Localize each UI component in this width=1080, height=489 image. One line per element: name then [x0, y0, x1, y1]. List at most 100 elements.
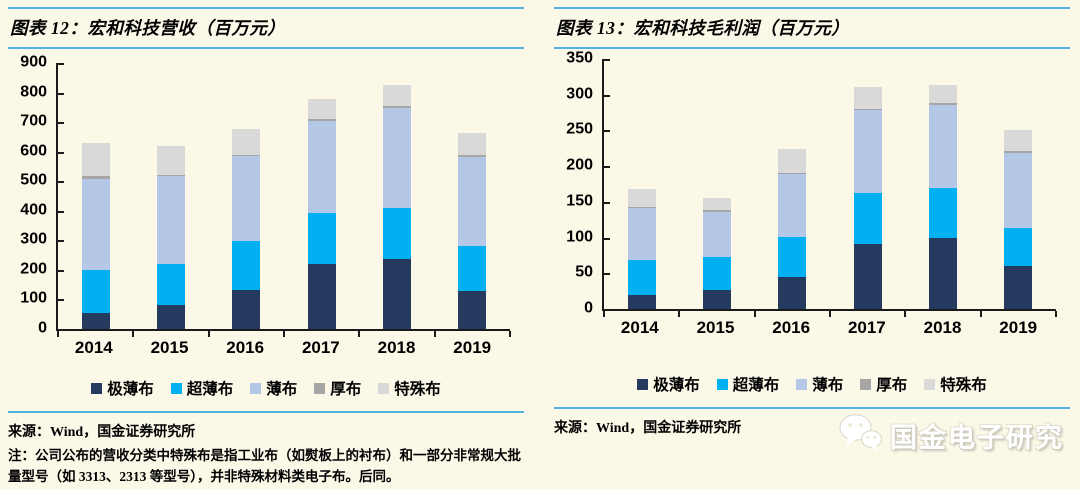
bar-segment-特殊布 — [458, 133, 487, 155]
y-tick-mark — [58, 92, 64, 95]
wechat-icon — [838, 413, 884, 458]
x-tick-mark — [979, 311, 982, 317]
wechat-brand-watermark: 国金电子研究 — [838, 413, 1070, 458]
bar-segment-极薄布 — [778, 276, 807, 309]
legend-label: 特殊布 — [394, 381, 441, 398]
bar-slots — [58, 63, 510, 329]
footer-divider — [554, 407, 1070, 409]
legend-item-极薄布: 极薄布 — [637, 373, 700, 395]
bar-slot — [604, 59, 679, 309]
y-tick-label: 350 — [566, 49, 593, 67]
legend-label: 特殊布 — [940, 377, 987, 394]
bar-segment-厚布 — [81, 175, 110, 179]
bar-segment-厚布 — [156, 174, 185, 177]
bar-slot — [981, 59, 1056, 309]
legend-swatch — [170, 382, 182, 394]
y-tick-mark — [604, 166, 610, 169]
y-tick-label: 100 — [20, 290, 47, 308]
bar-segment-极薄布 — [853, 244, 882, 309]
x-tick-label: 2019 — [453, 338, 492, 357]
y-tick-mark — [58, 210, 64, 213]
y-tick-mark — [58, 151, 64, 154]
bar-segment-超薄布 — [232, 240, 261, 290]
stacked-bar-2018 — [928, 84, 957, 309]
stacked-bar-2014 — [627, 189, 656, 309]
bar-segment-薄布 — [458, 156, 487, 246]
x-tick-mark — [358, 331, 361, 337]
plot-area — [56, 63, 511, 337]
footnote-text: 注：公司公布的营收分类中特殊布是指工业布（如熨板上的衬布）和一部分非常规大批量型… — [8, 448, 521, 484]
footer-row: 来源：Wind，国金证券研究所 — [554, 409, 1070, 458]
y-tick-mark — [58, 299, 64, 302]
legend-label: 超薄布 — [732, 377, 780, 394]
y-tick-mark — [58, 181, 64, 184]
bar-segment-特殊布 — [382, 84, 411, 107]
x-tick-label: 2015 — [150, 338, 189, 357]
x-axis-labels: 2014 2015 2016 2017 2018 2019 — [602, 311, 1070, 338]
axis-row: 0 100 200 300 400 500 600 700 800 900 — [8, 54, 524, 337]
bar-segment-薄布 — [81, 178, 110, 271]
y-axis-labels: 0 50 100 150 200 250 300 350 — [554, 50, 602, 317]
legend-label: 超薄布 — [186, 381, 234, 398]
bar-segment-厚布 — [382, 106, 411, 108]
bar-segment-超薄布 — [382, 208, 411, 259]
bar-segment-超薄布 — [778, 236, 807, 277]
bar-segment-极薄布 — [382, 258, 411, 329]
bar-segment-极薄布 — [928, 237, 957, 309]
bar-segment-薄布 — [156, 176, 185, 264]
stacked-bar-2015 — [702, 197, 731, 309]
bar-slot — [905, 59, 980, 309]
bar-slot — [284, 63, 359, 329]
bar-segment-厚布 — [232, 154, 261, 157]
bar-slot — [435, 63, 510, 329]
legend-item-厚布: 厚布 — [860, 373, 907, 395]
y-tick-label: 0 — [584, 299, 593, 317]
bar-segment-厚布 — [702, 210, 731, 212]
panel-gross-profit-chart: 图表 13：宏和科技毛利润（百万元） 0 50 100 150 200 250 300 350… — [554, 7, 1070, 488]
y-tick-mark — [58, 63, 64, 65]
x-tick-label: 2016 — [226, 338, 265, 357]
bar-segment-超薄布 — [81, 270, 110, 314]
bar-segment-极薄布 — [702, 289, 731, 309]
brand-name-text: 国金电子研究 — [890, 423, 1064, 453]
legend-item-薄布: 薄布 — [796, 373, 843, 395]
bar-segment-极薄布 — [232, 289, 261, 329]
y-tick-label: 900 — [20, 53, 47, 71]
y-tick-label: 400 — [20, 201, 47, 219]
legend-label: 薄布 — [266, 381, 298, 398]
chart-title-revenue: 图表 12：宏和科技营收（百万元） — [8, 7, 524, 49]
y-tick-mark — [604, 237, 610, 240]
bar-segment-特殊布 — [232, 129, 261, 155]
stacked-bar-2014 — [81, 142, 110, 329]
x-tick-label: 2016 — [772, 318, 811, 337]
legend-item-极薄布: 极薄布 — [91, 377, 154, 399]
legend-item-厚布: 厚布 — [314, 377, 361, 399]
bar-slots — [604, 59, 1056, 309]
legend-label: 极薄布 — [107, 381, 154, 398]
x-tick-mark — [433, 331, 436, 337]
bar-slot — [359, 63, 434, 329]
y-tick-mark — [604, 59, 610, 61]
x-tick-mark — [603, 311, 605, 317]
bar-segment-厚布 — [928, 103, 957, 105]
bar-segment-超薄布 — [928, 188, 957, 238]
bar-segment-厚布 — [853, 109, 882, 111]
bar-segment-极薄布 — [156, 304, 185, 329]
bar-segment-极薄布 — [307, 264, 336, 329]
y-tick-mark — [604, 309, 610, 311]
y-tick-mark — [604, 273, 610, 276]
bar-segment-超薄布 — [307, 213, 336, 265]
legend-swatch — [250, 382, 262, 394]
bar-segment-超薄布 — [156, 263, 185, 305]
gross-profit-stacked-bar-chart: 0 50 100 150 200 250 300 350 2014 2015 2016 2017 201… — [554, 50, 1070, 338]
bar-slot — [133, 63, 208, 329]
x-tick-mark — [132, 331, 135, 337]
revenue-chart-legend: 极薄布 超薄布 薄布 厚布 特殊布 — [8, 377, 524, 399]
bar-slot — [209, 63, 284, 329]
stacked-bar-2016 — [778, 149, 807, 309]
y-tick-label: 300 — [20, 230, 47, 248]
bar-segment-薄布 — [627, 208, 656, 261]
bar-segment-特殊布 — [81, 142, 110, 176]
y-tick-label: 100 — [566, 228, 593, 246]
